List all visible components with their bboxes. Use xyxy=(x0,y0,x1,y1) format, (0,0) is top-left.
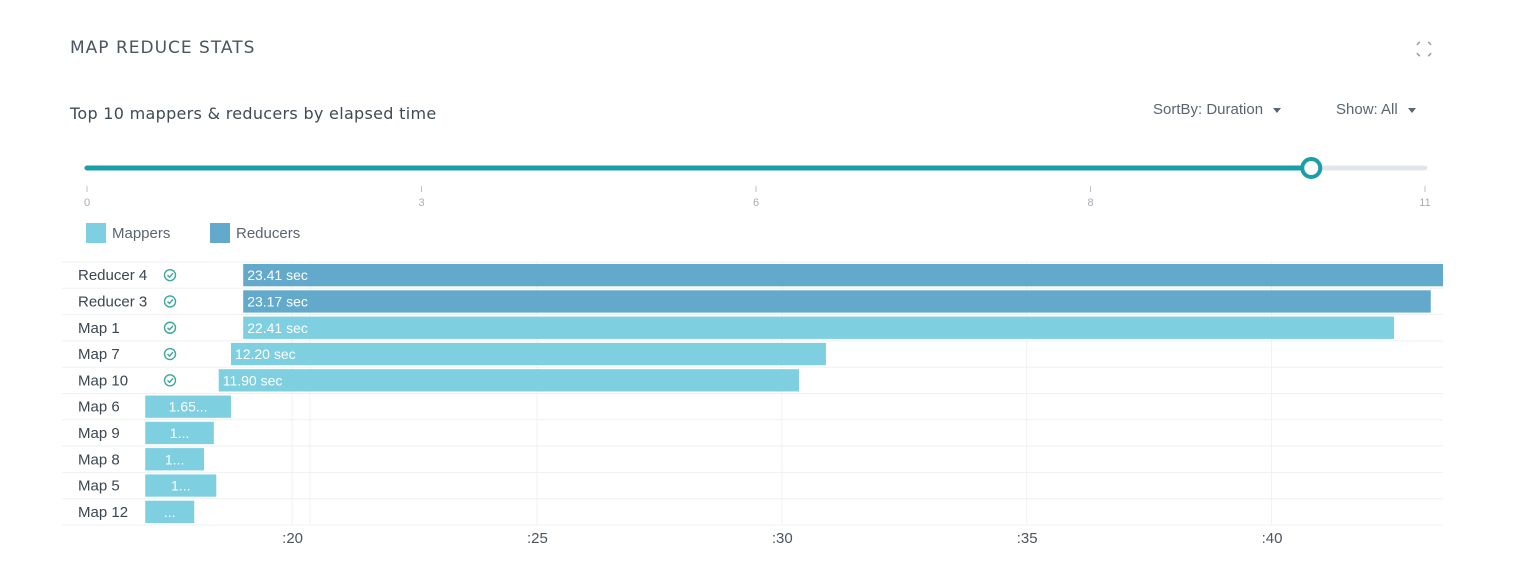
bar-mapper xyxy=(145,500,195,523)
row-label: Map 6 xyxy=(78,399,120,416)
bar-value-label: 1... xyxy=(165,451,184,467)
bar-reducer xyxy=(243,264,1443,287)
slider-tick-label: 6 xyxy=(753,197,759,209)
check-circle-ring xyxy=(163,374,177,387)
bar-mapper xyxy=(145,421,214,445)
slider-tick-label: 11 xyxy=(1419,197,1430,209)
x-tick-label: :30 xyxy=(772,530,793,547)
legend-mappers: Mappers xyxy=(86,223,170,243)
bar-value-label: 1.65... xyxy=(169,399,208,415)
row-label: Map 7 xyxy=(78,346,120,363)
show-dropdown[interactable]: Show: All xyxy=(1336,101,1416,118)
slider-tick-label: 8 xyxy=(1087,197,1093,209)
reducers-swatch xyxy=(210,223,230,243)
bar-mapper xyxy=(230,342,826,366)
row-label: Map 8 xyxy=(78,451,120,468)
expand-icon[interactable] xyxy=(1413,38,1435,60)
check-mark xyxy=(167,377,174,384)
bar-mapper xyxy=(145,395,231,418)
bar-mapper xyxy=(243,316,1395,339)
check-circle-ring xyxy=(163,321,177,334)
chevron-down-icon xyxy=(1407,107,1416,113)
check-circle-icon xyxy=(163,295,177,308)
slider-handle[interactable] xyxy=(1300,157,1323,179)
bar-mapper xyxy=(145,448,205,471)
check-circle-icon xyxy=(163,347,177,361)
x-tick-label: :20 xyxy=(282,530,303,547)
bar-value-label: 22.41 sec xyxy=(247,320,308,336)
bar-value-label: 23.41 sec xyxy=(247,267,308,283)
mappers-swatch xyxy=(86,223,106,243)
range-slider[interactable]: 0 3 6 8 11 xyxy=(0,0,1524,220)
bar-value-label: 23.17 sec xyxy=(247,293,308,309)
bar-value-label: 1... xyxy=(171,478,190,494)
legend-reducers: Reducers xyxy=(210,223,300,243)
check-circle-icon xyxy=(163,374,177,387)
chevron-down-icon xyxy=(1273,107,1282,113)
row-label: Map 5 xyxy=(78,478,120,495)
panel-title: MAP REDUCE STATS xyxy=(70,38,256,58)
show-label: Show: All xyxy=(1336,101,1398,118)
sort-by-label: SortBy: Duration xyxy=(1153,101,1264,118)
check-mark xyxy=(167,325,174,331)
bar-mapper xyxy=(218,369,800,392)
bar-value-label: 1... xyxy=(170,425,189,441)
row-label: Map 1 xyxy=(78,320,120,337)
row-label: Reducer 3 xyxy=(78,293,147,310)
slider-tick-label: 3 xyxy=(418,197,424,209)
x-tick-label: :35 xyxy=(1017,530,1038,547)
check-circle-ring xyxy=(163,268,177,282)
row-label: Map 10 xyxy=(78,372,128,389)
slider-tick-label: 0 xyxy=(84,197,90,209)
bar-value-label: ... xyxy=(164,504,176,520)
legend-reducers-label: Reducers xyxy=(236,224,301,242)
check-circle-icon xyxy=(163,321,177,334)
check-circle-icon xyxy=(163,268,177,282)
check-circle-ring xyxy=(163,295,177,308)
bar-reducer xyxy=(243,290,1431,313)
row-label: Reducer 4 xyxy=(78,267,147,284)
row-label: Map 12 xyxy=(78,504,128,521)
check-mark xyxy=(167,272,174,279)
check-mark xyxy=(167,298,174,305)
check-mark xyxy=(167,351,174,358)
legend-mappers-label: Mappers xyxy=(112,224,171,242)
x-tick-label: :25 xyxy=(527,530,548,547)
bar-value-label: 11.90 sec xyxy=(223,372,283,388)
bar-mapper xyxy=(145,474,217,497)
x-tick-label: :40 xyxy=(1262,530,1283,547)
row-label: Map 9 xyxy=(78,425,120,442)
panel-subtitle: Top 10 mappers & reducers by elapsed tim… xyxy=(70,104,437,123)
bar-value-label: 12.20 sec xyxy=(235,346,296,362)
check-circle-ring xyxy=(163,347,177,361)
sort-by-dropdown[interactable]: SortBy: Duration xyxy=(1153,101,1282,118)
